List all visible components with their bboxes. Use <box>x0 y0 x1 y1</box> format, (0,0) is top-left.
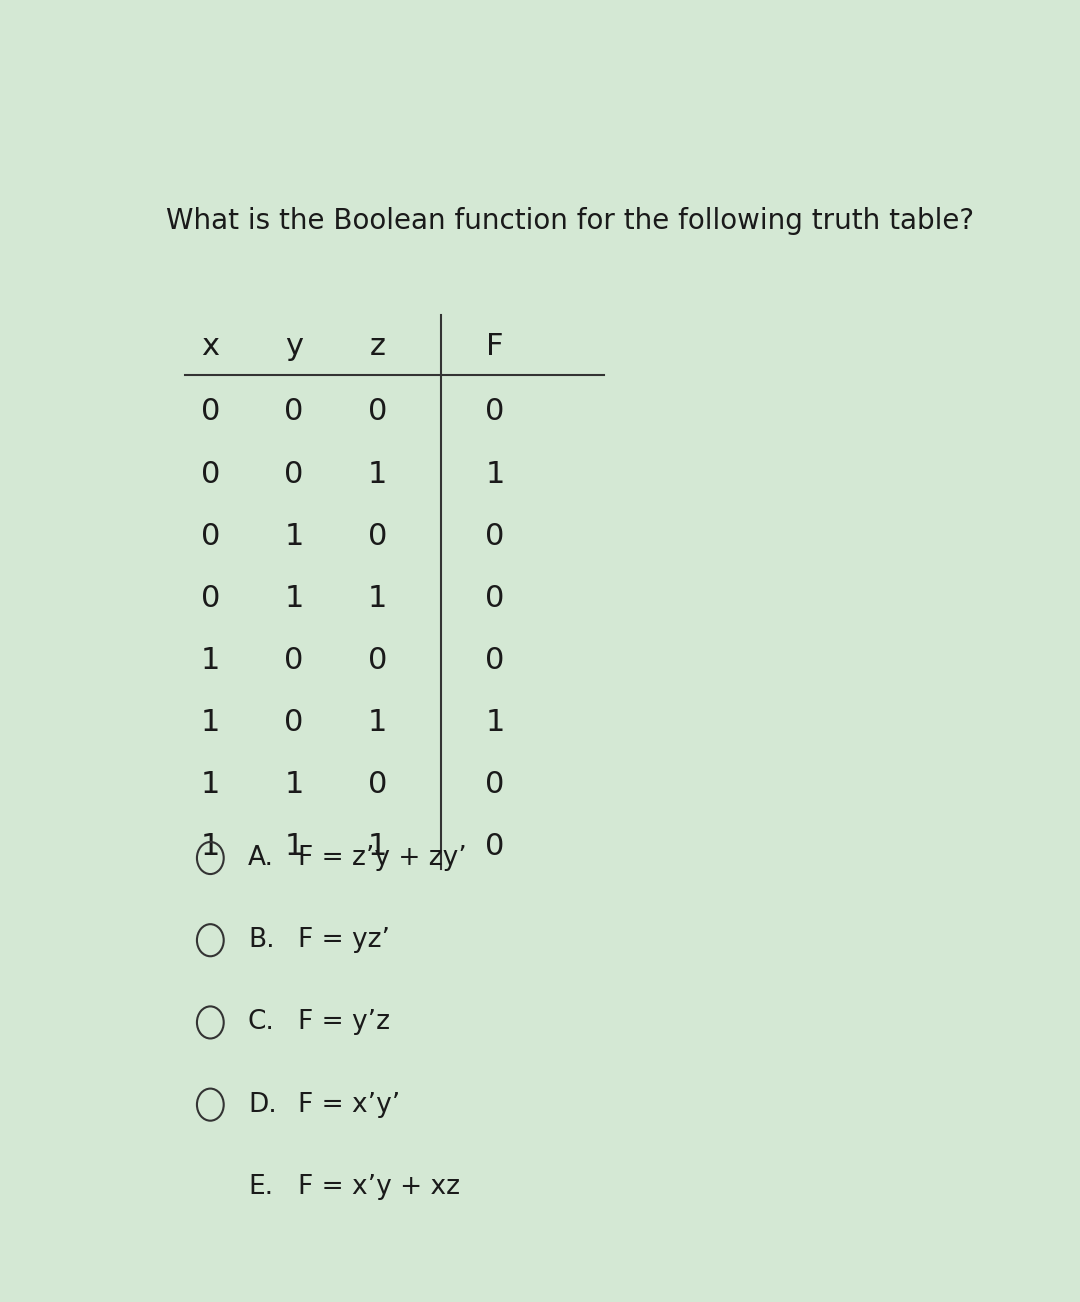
Text: F = z’y + zy’: F = z’y + zy’ <box>298 845 467 871</box>
Text: 0: 0 <box>485 397 504 426</box>
Text: 1: 1 <box>284 522 303 551</box>
Text: F = y’z: F = y’z <box>298 1009 390 1035</box>
Text: 0: 0 <box>284 708 303 737</box>
Text: 1: 1 <box>201 771 220 799</box>
Text: 1: 1 <box>485 708 504 737</box>
Text: 0: 0 <box>201 460 220 488</box>
Text: 0: 0 <box>284 397 303 426</box>
Text: 1: 1 <box>368 708 388 737</box>
Text: E.: E. <box>248 1174 273 1200</box>
Text: 0: 0 <box>368 646 388 674</box>
Text: y: y <box>285 332 303 361</box>
Text: 0: 0 <box>485 583 504 613</box>
Text: 0: 0 <box>368 771 388 799</box>
Text: F = x’y + xz: F = x’y + xz <box>298 1174 460 1200</box>
Text: 0: 0 <box>201 522 220 551</box>
Text: 1: 1 <box>368 583 388 613</box>
Text: C.: C. <box>248 1009 275 1035</box>
Text: F = x’y’: F = x’y’ <box>298 1091 401 1117</box>
Text: 0: 0 <box>485 646 504 674</box>
Text: 0: 0 <box>284 460 303 488</box>
Text: B.: B. <box>248 927 274 953</box>
Text: 1: 1 <box>201 708 220 737</box>
Text: 1: 1 <box>284 771 303 799</box>
Text: 1: 1 <box>368 460 388 488</box>
Text: z: z <box>369 332 386 361</box>
Text: 0: 0 <box>201 397 220 426</box>
Text: 1: 1 <box>201 832 220 862</box>
Text: 1: 1 <box>368 832 388 862</box>
Text: 1: 1 <box>284 583 303 613</box>
Text: A.: A. <box>248 845 274 871</box>
Text: 1: 1 <box>201 646 220 674</box>
Text: 0: 0 <box>368 397 388 426</box>
Text: 0: 0 <box>284 646 303 674</box>
Text: 1: 1 <box>284 832 303 862</box>
Text: F = yz’: F = yz’ <box>298 927 390 953</box>
Text: 0: 0 <box>368 522 388 551</box>
Text: F: F <box>486 332 503 361</box>
Text: 0: 0 <box>485 522 504 551</box>
Text: 0: 0 <box>201 583 220 613</box>
Text: 1: 1 <box>485 460 504 488</box>
Text: D.: D. <box>248 1091 276 1117</box>
Text: What is the Boolean function for the following truth table?: What is the Boolean function for the fol… <box>166 207 974 236</box>
Text: 0: 0 <box>485 832 504 862</box>
Text: 0: 0 <box>485 771 504 799</box>
Text: x: x <box>201 332 219 361</box>
